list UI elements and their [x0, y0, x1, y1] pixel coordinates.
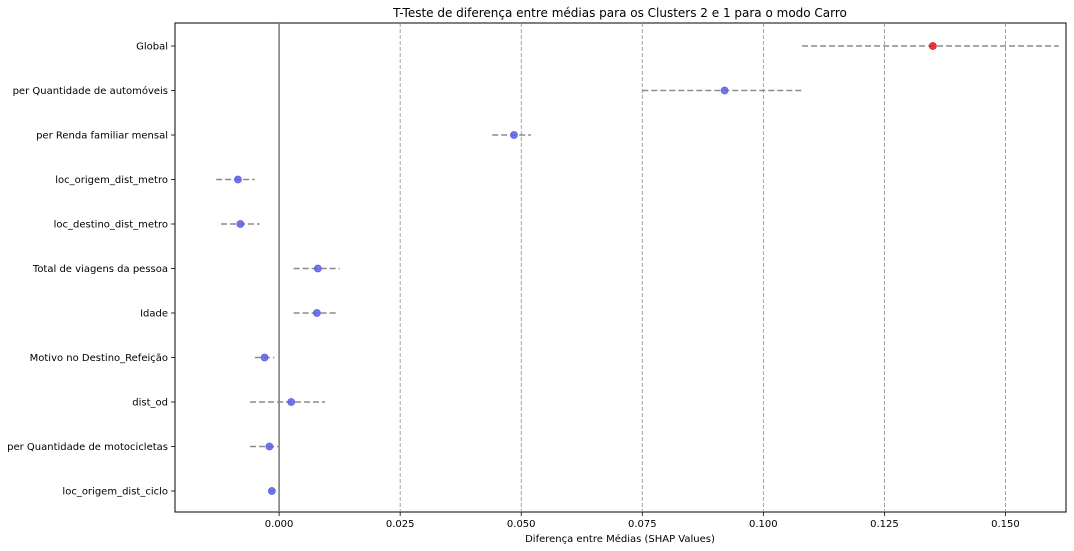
mean-point: [510, 131, 518, 139]
x-tick-label: 0.050: [507, 519, 536, 530]
y-tick-label: loc_origem_dist_ciclo: [62, 487, 168, 498]
y-tick-label: Global: [136, 42, 168, 53]
mean-point: [928, 42, 937, 50]
plot-frame: [174, 22, 1067, 513]
mean-point: [267, 487, 276, 495]
mean-point: [265, 442, 274, 451]
y-tick-label: Total de viagens da pessoa: [32, 264, 168, 275]
y-tick-label: per Quantidade de automóveis: [13, 85, 168, 97]
chart-title: T-Teste de diferença entre médias para o…: [392, 6, 847, 20]
mean-point: [234, 175, 242, 184]
mean-point: [236, 220, 245, 228]
mean-point: [313, 264, 322, 273]
x-tick-label: 0.000: [265, 519, 294, 530]
y-tick-label: loc_destino_dist_metro: [54, 220, 168, 231]
y-tick-label: Idade: [140, 309, 168, 320]
y-tick-label: per Quantidade de motocicletas: [7, 442, 168, 453]
x-tick-label: 0.150: [991, 519, 1020, 530]
y-tick-label: Motivo no Destino_Refeição: [30, 353, 168, 364]
mean-point: [312, 309, 321, 317]
point-layer: [234, 42, 937, 495]
x-tick-label: 0.125: [870, 519, 899, 530]
mean-point: [720, 86, 729, 95]
x-tick-label: 0.100: [749, 519, 778, 530]
grid-layer: [399, 23, 1006, 512]
mean-point: [260, 353, 269, 362]
mean-point: [287, 398, 296, 406]
y-tick-label: loc_origem_dist_metro: [55, 175, 168, 186]
ci-layer: [216, 45, 1059, 492]
x-tick-layer: 0.000 0.025 0.050 0.075 0.100 0.125 0.150: [265, 512, 1020, 530]
y-tick-label: dist_od: [132, 398, 168, 409]
x-axis-label: Diferença entre Médias (SHAP Values): [525, 533, 715, 545]
x-tick-label: 0.025: [386, 519, 415, 530]
x-tick-label: 0.075: [628, 519, 657, 530]
y-tick-label: per Renda familiar mensal: [36, 131, 168, 142]
y-tick-layer: Global per Quantidade de automóveis per Re…: [7, 42, 175, 498]
